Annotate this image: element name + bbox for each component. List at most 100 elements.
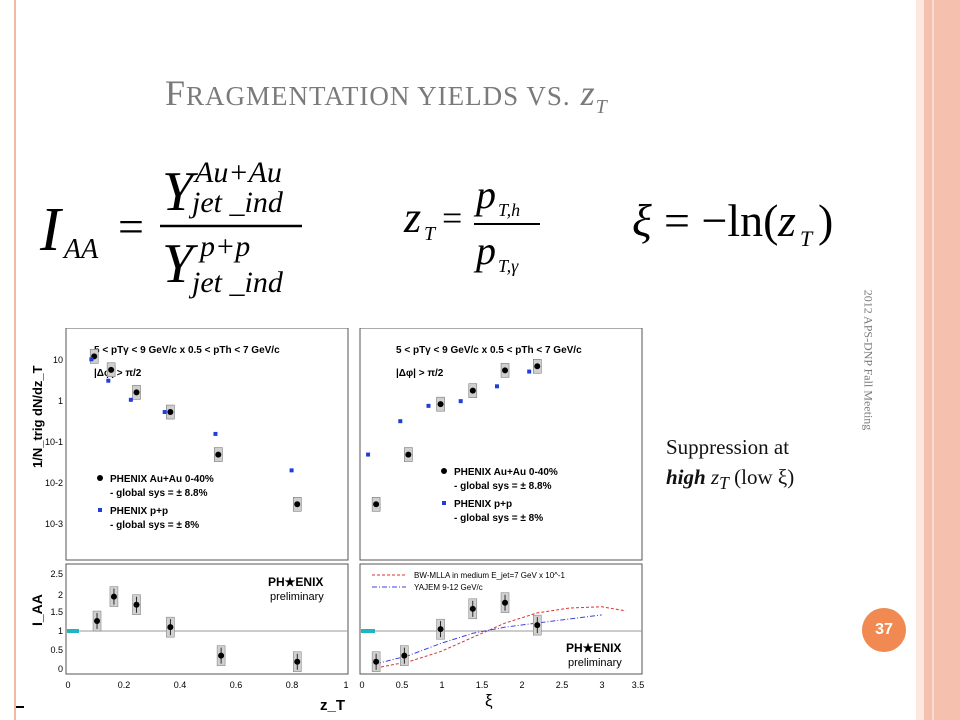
zt-header: 5 < pTγ < 9 GeV/c x 0.5 < pTh < 7 GeV/c — [94, 345, 280, 356]
plots-figure: 1/N_trig dN/dz_T I_AA 10 1 10-1 10-2 10-… — [30, 328, 644, 714]
theory-curve-1 — [375, 614, 602, 665]
pp-point-0-4 — [213, 431, 218, 436]
pp-point-0-2 — [128, 397, 133, 402]
pp-point-1-2 — [426, 403, 431, 408]
ytick-10: 10 — [53, 355, 63, 365]
iaa-ytick-0: 0 — [58, 664, 63, 674]
ytick-0.001: 10-3 — [45, 519, 63, 529]
iaa-point-1-1 — [401, 652, 408, 659]
iaa-point-0-2 — [133, 601, 140, 608]
yield-ylabel: 1/N_trig dN/dz_T — [30, 365, 45, 468]
title-z: z — [580, 73, 596, 113]
iaa-point-1-4 — [502, 599, 509, 606]
ytick-0.1: 10-1 — [45, 437, 63, 447]
denominator-superscript: p+p — [198, 230, 250, 263]
annotation-line1: Suppression at — [666, 435, 790, 459]
annotation-z-sub: T — [719, 473, 729, 494]
legend-yajem-label: YAJEM 9-12 GeV/c — [414, 583, 483, 592]
pp-point-1-4 — [494, 384, 499, 389]
equations: I AA = Y Au+Au jet _ind Y p+p jet _ind z… — [39, 156, 833, 299]
iaa-point-1-5 — [534, 622, 541, 629]
pp-point-0-3 — [162, 410, 167, 415]
xi-xtick-0: 0 — [359, 680, 364, 690]
legend-xi-auau-sys: - global sys = ± 8.8% — [454, 481, 552, 492]
iaa-symbol: I — [39, 196, 64, 264]
legend-pp-marker — [98, 508, 102, 512]
iaa-ytick-1: 1 — [58, 626, 63, 636]
ytick-1: 1 — [58, 396, 63, 406]
legend-pp-label: PHENIX p+p — [110, 506, 168, 517]
zt-xtick-1: 1 — [343, 680, 348, 690]
denominator-subscript: jet _ind — [188, 266, 284, 299]
xi-header: 5 < pTγ < 9 GeV/c x 0.5 < pTh < 7 GeV/c — [396, 345, 582, 356]
xi-xtick-2: 2 — [519, 680, 524, 690]
iaa-ylabel: I_AA — [30, 594, 45, 626]
xi-legend: PHENIX Au+Au 0-40% - global sys = ± 8.8%… — [441, 467, 558, 524]
iaa-point-1-2 — [437, 626, 444, 633]
legend-bw-label: BW-MLLA in medium E_jet=7 GeV x 10^-1 — [414, 571, 566, 580]
auau-point-0-1 — [108, 366, 115, 373]
zt-xtick-0.8: 0.8 — [286, 680, 299, 690]
title-first-letter: F — [165, 73, 187, 113]
yield-zt-yticks: 10 1 10-1 10-2 10-3 — [45, 355, 63, 529]
iaa-point-0-5 — [294, 658, 301, 665]
zt-num-sub: T,h — [498, 200, 520, 220]
theory-curve-0 — [376, 606, 626, 669]
zt-xtick-0: 0 — [65, 680, 70, 690]
xi-xtick-1.5: 1.5 — [476, 680, 489, 690]
xi-z: z — [777, 195, 796, 246]
decorative-band-line — [932, 0, 934, 720]
phenix-logo-xi: PH★ENIX preliminary — [566, 641, 622, 669]
denominator-Y: Y — [162, 233, 199, 295]
xi-xtick-3: 3 — [599, 680, 604, 690]
phenix-logo-xi-sub: preliminary — [568, 657, 622, 669]
xi-z-sub: T — [800, 226, 814, 251]
iaa-point-0-0 — [94, 618, 101, 625]
phenix-logo-xi-text: PH★ENIX — [566, 641, 621, 655]
legend-pp-sys: - global sys = ± 8% — [110, 520, 199, 531]
zt-cut: |Δφ| > π/2 — [94, 368, 142, 379]
zt-xtick-0.6: 0.6 — [230, 680, 243, 690]
numerator-subscript: jet _ind — [188, 186, 284, 219]
iaa-ytick-2: 2 — [58, 590, 63, 600]
pp-point-1-3 — [458, 399, 463, 404]
iaa-xi-norm-box — [361, 629, 375, 633]
bottom-dash — [16, 706, 24, 708]
xi-close-paren: ) — [818, 195, 833, 246]
xi-xtick-1: 1 — [439, 680, 444, 690]
annotation: Suppression at high zT (low ξ) — [666, 432, 794, 498]
legend-xi-pp-marker — [442, 501, 446, 505]
title-rest: RAGMENTATION YIELDS VS. — [186, 81, 571, 111]
legend-xi-pp-sys: - global sys = ± 8% — [454, 513, 543, 524]
phenix-logo-zt-sub: preliminary — [270, 591, 324, 603]
numerator-Y: Y — [162, 161, 199, 223]
zt-xtick-0.2: 0.2 — [118, 680, 131, 690]
auau-point-1-2 — [437, 401, 444, 408]
title-z-sub: T — [595, 96, 608, 119]
auau-point-0-5 — [294, 501, 301, 508]
decorative-band — [924, 0, 960, 720]
legend-auau-label: PHENIX Au+Au 0-40% — [110, 474, 214, 485]
zt-num-p: p — [473, 172, 496, 217]
annotation-tail: (low ξ) — [734, 465, 795, 489]
legend-auau-sys: - global sys = ± 8.8% — [110, 488, 208, 499]
ytick-0.01: 10-2 — [45, 478, 63, 488]
iaa-yticks: 2.5 2 1.5 1 0.5 0 — [50, 569, 63, 674]
panel-yield-xi-frame — [359, 328, 643, 561]
zt-xtick-0.4: 0.4 — [174, 680, 187, 690]
pp-point-0-1 — [106, 378, 111, 383]
pp-point-1-1 — [398, 419, 403, 424]
legend-xi-auau-label: PHENIX Au+Au 0-40% — [454, 467, 558, 478]
zt-legend: PHENIX Au+Au 0-40% - global sys = ± 8.8%… — [97, 474, 214, 531]
annotation-z: z — [710, 465, 720, 489]
side-text: 2012 APS-DNP Fall Meeting — [848, 250, 888, 470]
iaa-subscript: AA — [62, 234, 99, 265]
annotation-bold: high — [666, 465, 706, 489]
chart-marks — [89, 349, 626, 673]
iaa-point-0-3 — [167, 624, 174, 631]
phenix-logo-zt: PH★ENIX preliminary — [268, 575, 324, 603]
xi-theory-legend: BW-MLLA in medium E_jet=7 GeV x 10^-1 YA… — [372, 571, 566, 592]
xi-xtick-2.5: 2.5 — [556, 680, 569, 690]
zt-xlabel: z_T — [320, 697, 345, 714]
page-number-badge: 37 — [862, 608, 906, 652]
